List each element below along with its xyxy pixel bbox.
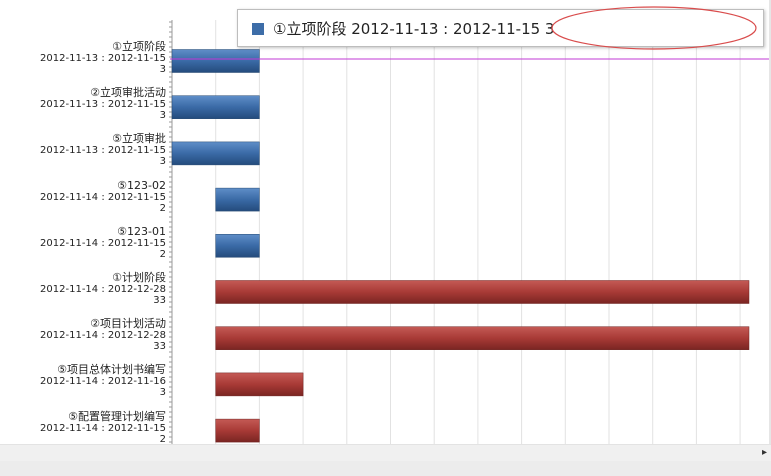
task-name: ⑤123-02 [117, 178, 166, 192]
task-name: ②项目计划活动 [90, 317, 166, 331]
category-label: ①立项阶段 2012-11-13 : 2012-11-15 3 [0, 40, 166, 75]
gantt-chart: ①立项阶段 2012-11-13 : 2012-11-15 3 ②立项审批活动 2012… [0, 20, 771, 444]
tooltip-text: ①立项阶段 2012-11-13 : 2012-11-15 3 [273, 20, 555, 38]
category-label: ②项目计划活动 2012-11-14 : 2012-12-28 33 [0, 317, 166, 352]
gantt-bar[interactable] [171, 141, 260, 166]
task-days: 33 [153, 341, 166, 353]
chart-tooltip: ①立项阶段 2012-11-13 : 2012-11-15 3 [237, 6, 764, 50]
status-strip [0, 461, 771, 476]
task-days: 33 [153, 295, 166, 306]
task-days: 3 [159, 387, 166, 399]
category-label: ②立项审批活动 2012-11-13 : 2012-11-15 3 [0, 86, 166, 121]
highlight-ellipse [551, 6, 757, 50]
category-label: ⑤123-01 2012-11-14 : 2012-11-15 2 [0, 225, 166, 260]
task-name: ⑤立项审批 [112, 132, 166, 146]
task-date-range: 2012-11-14 : 2012-12-28 [40, 284, 166, 295]
gantt-bar[interactable] [215, 372, 304, 397]
task-name: ①计划阶段 [112, 271, 166, 284]
scroll-right-arrow-icon[interactable]: ▸ [761, 447, 767, 458]
task-days: 3 [159, 64, 166, 75]
task-name: ⑤项目总体计划书编写 [57, 363, 166, 377]
gantt-bar[interactable] [215, 280, 750, 304]
task-name: ⑤配置管理计划编写 [68, 409, 166, 423]
task-date-range: 2012-11-14 : 2012-11-16 [40, 376, 166, 388]
category-label: ①计划阶段 2012-11-14 : 2012-12-28 33 [0, 271, 166, 306]
task-date-range: 2012-11-14 : 2012-11-15 [40, 191, 166, 203]
category-label: ⑤123-02 2012-11-14 : 2012-11-15 2 [0, 179, 166, 214]
task-name: ①立项阶段 [112, 40, 166, 53]
task-date-range: 2012-11-13 : 2012-11-15 [40, 145, 166, 157]
category-label: ⑤项目总体计划书编写 2012-11-14 : 2012-11-16 3 [0, 363, 166, 398]
category-label: ⑤配置管理计划编写 2012-11-14 : 2012-11-15 2 [0, 410, 166, 444]
task-date-range: 2012-11-14 : 2012-12-28 [40, 330, 166, 342]
chart-plot [169, 20, 771, 444]
task-days: 2 [159, 202, 166, 214]
gantt-bar[interactable] [215, 187, 260, 212]
gantt-bar[interactable] [215, 234, 260, 258]
chart-border [769, 0, 771, 444]
gantt-bar[interactable] [171, 49, 260, 73]
task-name: ②立项审批活动 [90, 86, 166, 100]
gantt-bar[interactable] [215, 418, 260, 443]
task-date-range: 2012-11-14 : 2012-11-15 [40, 237, 166, 249]
task-name: ⑤123-01 [117, 224, 166, 238]
tooltip-legend-swatch [252, 23, 264, 35]
task-date-range: 2012-11-14 : 2012-11-15 [40, 422, 166, 434]
task-date-range: 2012-11-13 : 2012-11-15 [40, 99, 166, 111]
horizontal-scrollbar[interactable]: ▸ [0, 444, 771, 462]
task-date-range: 2012-11-13 : 2012-11-15 [40, 53, 166, 64]
gantt-bar[interactable] [171, 95, 260, 119]
task-days: 3 [159, 110, 166, 122]
task-days: 2 [159, 433, 166, 444]
task-days: 2 [159, 248, 166, 260]
task-days: 3 [159, 156, 166, 168]
gantt-bar[interactable] [215, 326, 750, 350]
category-label: ⑤立项审批 2012-11-13 : 2012-11-15 3 [0, 132, 166, 167]
